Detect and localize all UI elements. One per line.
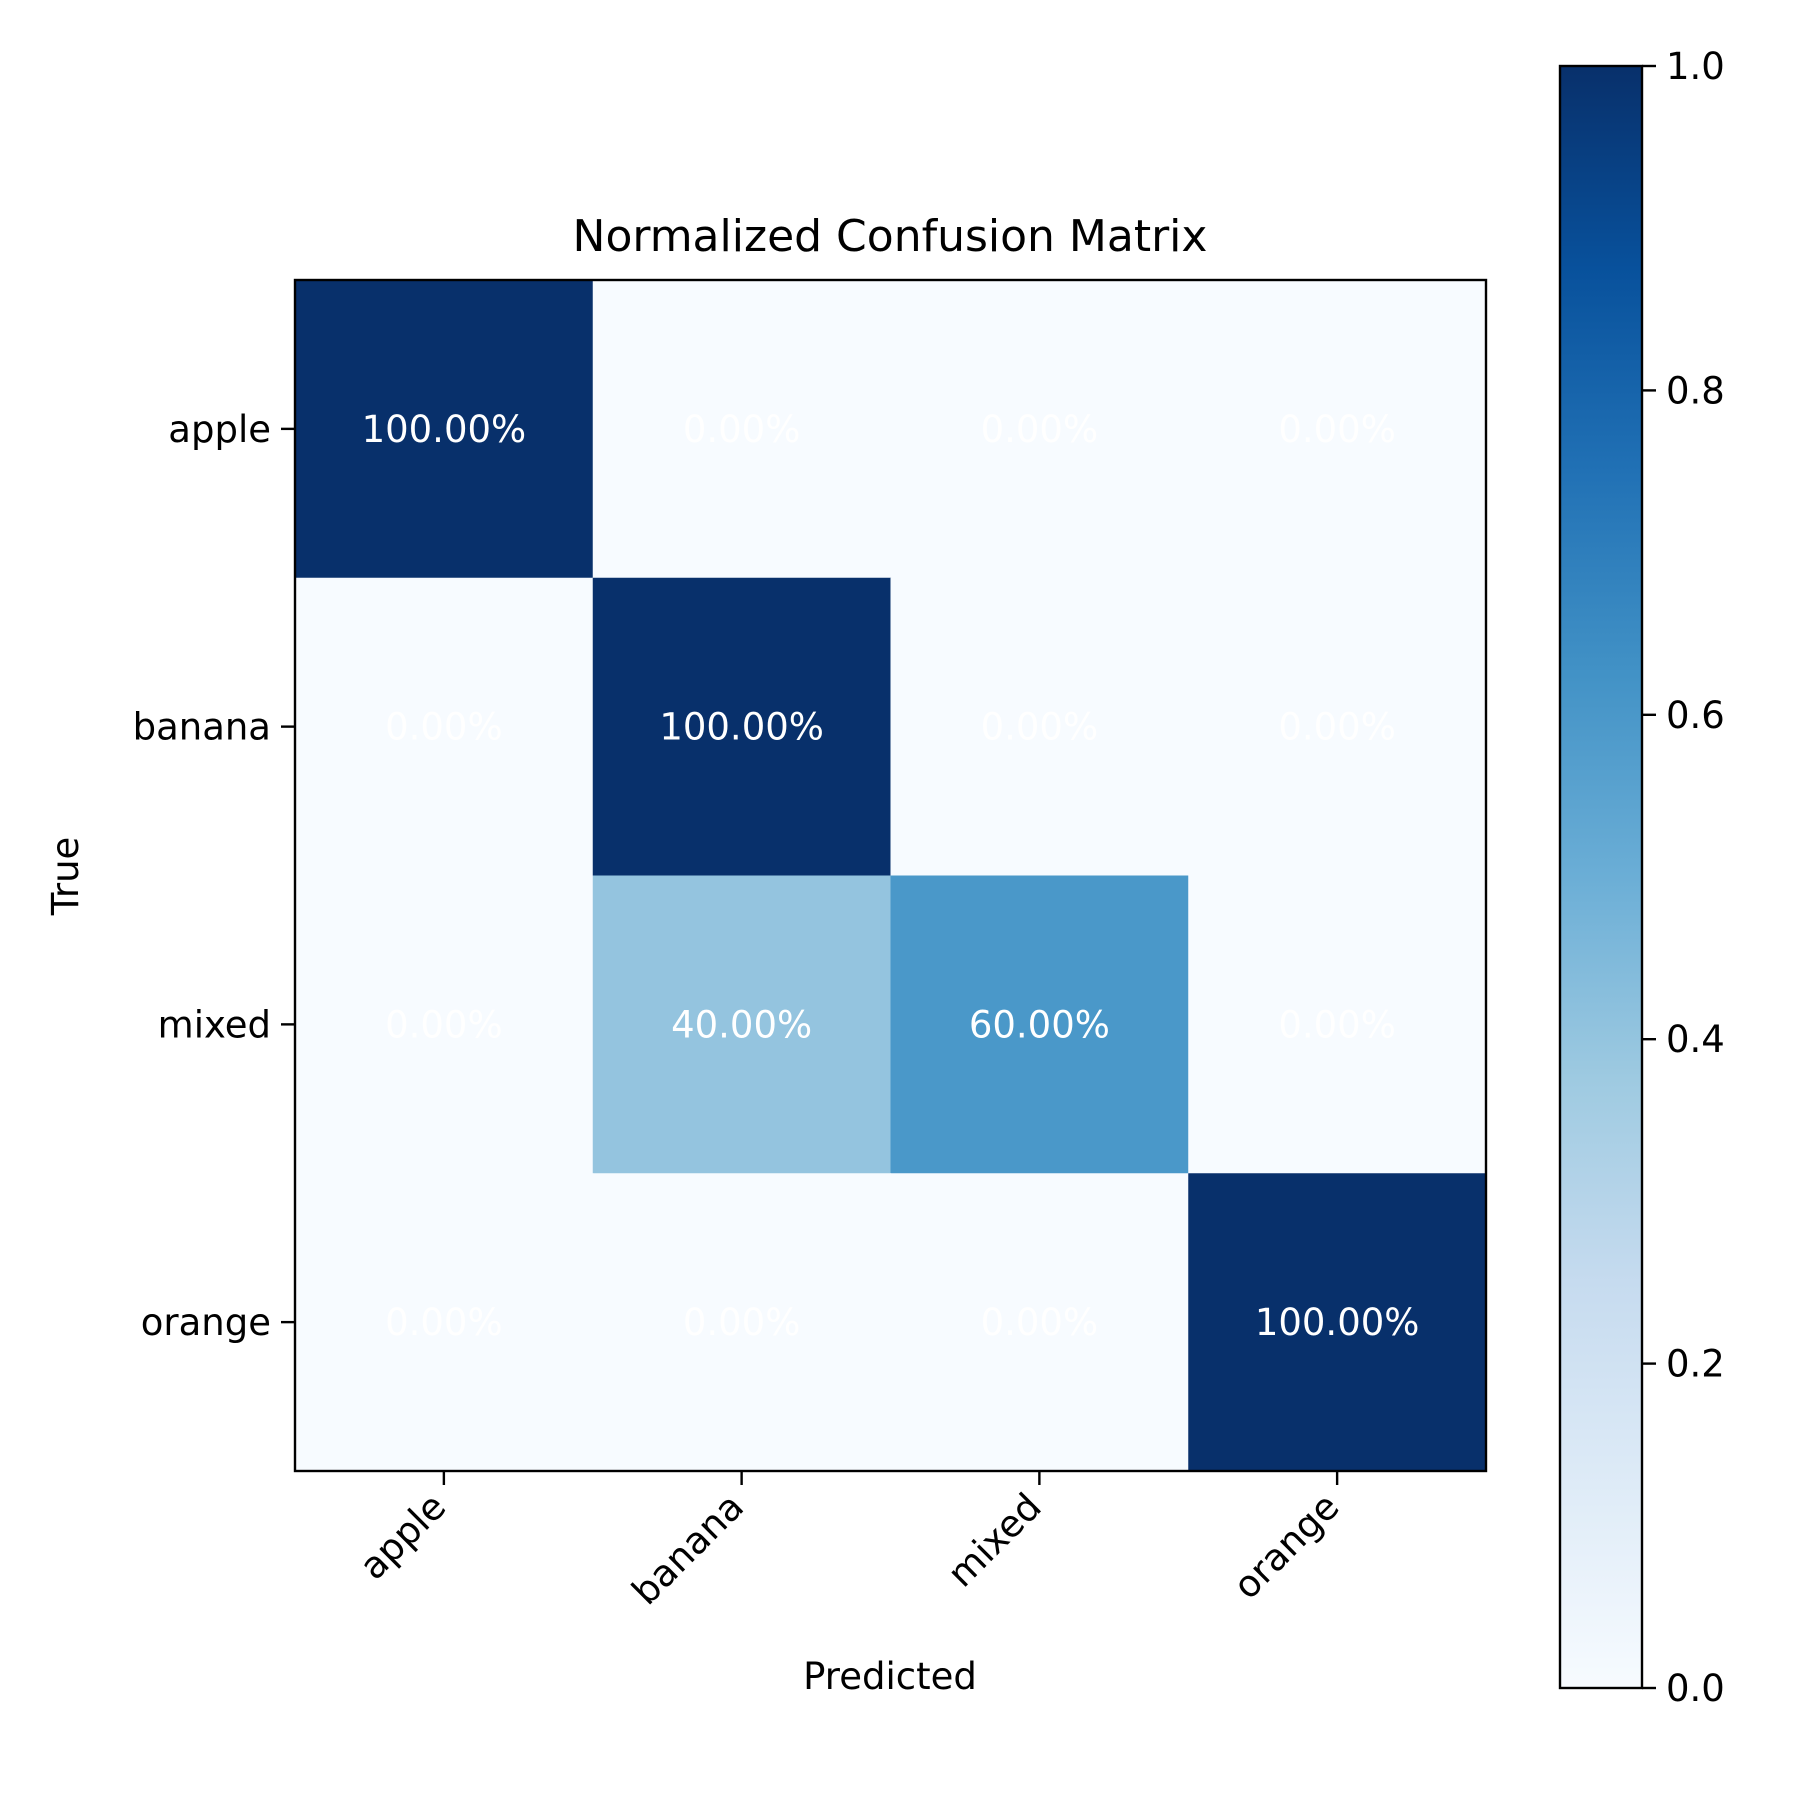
heatmap-cell bbox=[890, 1173, 1189, 1472]
heatmap-cell bbox=[890, 280, 1189, 579]
cell-value-label: 40.00% bbox=[671, 1003, 812, 1046]
cell-value-label: 0.00% bbox=[1278, 408, 1396, 451]
colorbar-tick-label: 0.8 bbox=[1666, 369, 1725, 412]
cell-value-label: 0.00% bbox=[1278, 1003, 1396, 1046]
x-axis-label: Predicted bbox=[803, 1655, 977, 1698]
colorbar-tick-label: 1.0 bbox=[1666, 45, 1725, 88]
cell-value-label: 0.00% bbox=[981, 408, 1099, 451]
heatmap-cell bbox=[1188, 875, 1487, 1174]
chart-title: Normalized Confusion Matrix bbox=[573, 211, 1208, 262]
cell-value-label: 0.00% bbox=[385, 1003, 503, 1046]
heatmap-cell-labels: 100.00% 0.00% 0.00% 0.00% 0.00% 100.00% 0.00% 0… bbox=[362, 408, 1420, 1344]
colorbar-tick-label: 0.2 bbox=[1666, 1343, 1725, 1386]
heatmap-cell bbox=[295, 1173, 594, 1472]
heatmap-cell bbox=[890, 875, 1189, 1174]
y-tick-label: mixed bbox=[158, 1003, 271, 1046]
x-axis-ticks: apple banana mixed orange bbox=[351, 1471, 1347, 1613]
cell-value-label: 0.00% bbox=[683, 408, 801, 451]
colorbar: 0.0 0.2 0.4 0.6 0.8 1.0 bbox=[1558, 45, 1725, 1710]
x-tick-label: apple bbox=[351, 1485, 454, 1588]
heatmap-cell bbox=[295, 280, 594, 579]
cell-value-label: 0.00% bbox=[1278, 706, 1396, 749]
heatmap-cell bbox=[592, 280, 892, 579]
cell-value-label: 100.00% bbox=[362, 408, 527, 451]
colorbar-tick-label: 0.0 bbox=[1666, 1667, 1725, 1710]
colorbar-ticks: 0.0 0.2 0.4 0.6 0.8 1.0 bbox=[1642, 45, 1725, 1710]
cell-value-label: 0.00% bbox=[981, 1301, 1099, 1344]
heatmap-cell bbox=[592, 1173, 892, 1472]
colorbar-frame bbox=[1558, 64, 1644, 1690]
cell-value-label: 0.00% bbox=[981, 706, 1099, 749]
cell-value-label: 0.00% bbox=[683, 1301, 801, 1344]
cell-value-label: 100.00% bbox=[659, 706, 824, 749]
y-tick-label: orange bbox=[141, 1301, 271, 1344]
x-tick-label: banana bbox=[624, 1485, 752, 1613]
cell-value-label: 60.00% bbox=[969, 1003, 1110, 1046]
heatmap-cell bbox=[295, 875, 594, 1174]
y-tick-label: apple bbox=[168, 408, 271, 451]
heatmap-cell bbox=[890, 577, 1189, 877]
cell-value-label: 100.00% bbox=[1255, 1301, 1420, 1344]
heatmap-cell bbox=[1188, 280, 1487, 579]
cell-value-label: 0.00% bbox=[385, 706, 503, 749]
heatmap-cells bbox=[295, 280, 1487, 1472]
heatmap-cell bbox=[1188, 577, 1487, 877]
heatmap-cell bbox=[592, 875, 892, 1174]
x-tick-label: mixed bbox=[939, 1485, 1050, 1596]
x-tick-label: orange bbox=[1225, 1485, 1347, 1607]
plot-frame bbox=[293, 278, 1488, 1473]
heatmap-cell bbox=[295, 577, 594, 877]
colorbar-tick-label: 0.6 bbox=[1666, 694, 1725, 737]
y-tick-label: banana bbox=[133, 706, 271, 749]
y-axis-label: True bbox=[44, 837, 87, 917]
colorbar-tick-label: 0.4 bbox=[1666, 1018, 1725, 1061]
y-axis-ticks: apple banana mixed orange bbox=[133, 408, 295, 1344]
heatmap-cell bbox=[592, 577, 892, 877]
colorbar-gradient bbox=[1560, 66, 1642, 1688]
cell-value-label: 0.00% bbox=[385, 1301, 503, 1344]
heatmap-cell bbox=[1188, 1173, 1487, 1472]
